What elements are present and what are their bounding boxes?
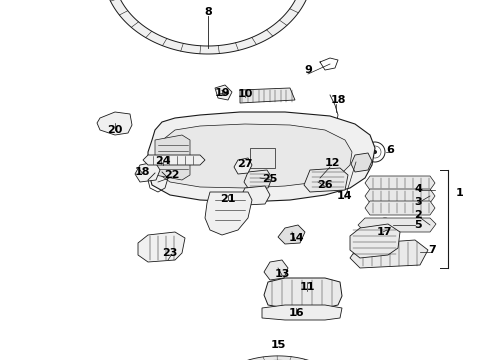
Text: 15: 15 — [270, 340, 286, 350]
Polygon shape — [97, 112, 132, 135]
Text: 1: 1 — [456, 188, 464, 198]
Polygon shape — [135, 162, 160, 182]
Text: 18: 18 — [330, 95, 346, 105]
Text: 14: 14 — [336, 191, 352, 201]
Polygon shape — [205, 192, 252, 235]
Circle shape — [373, 150, 377, 154]
Text: 27: 27 — [237, 159, 253, 169]
Text: 7: 7 — [428, 245, 436, 255]
Text: 23: 23 — [162, 248, 178, 258]
Polygon shape — [109, 0, 307, 54]
Polygon shape — [148, 112, 375, 202]
Text: 10: 10 — [237, 89, 253, 99]
Polygon shape — [278, 225, 305, 244]
Text: 17: 17 — [376, 227, 392, 237]
Text: 5: 5 — [414, 220, 422, 230]
Polygon shape — [351, 153, 372, 172]
Polygon shape — [264, 278, 342, 308]
Text: 6: 6 — [386, 145, 394, 155]
Text: 12: 12 — [324, 158, 340, 168]
Text: 3: 3 — [414, 197, 422, 207]
Text: 19: 19 — [214, 88, 230, 98]
Polygon shape — [155, 124, 352, 188]
Polygon shape — [215, 85, 232, 100]
Polygon shape — [304, 168, 348, 192]
Polygon shape — [365, 189, 435, 203]
Text: 11: 11 — [299, 282, 315, 292]
Polygon shape — [138, 232, 185, 262]
Text: 4: 4 — [414, 184, 422, 194]
Text: 18: 18 — [134, 167, 150, 177]
Text: 21: 21 — [220, 194, 236, 204]
Text: 8: 8 — [204, 7, 212, 17]
Polygon shape — [350, 240, 428, 268]
Polygon shape — [262, 305, 342, 320]
Polygon shape — [143, 155, 205, 165]
Polygon shape — [240, 88, 295, 103]
Text: 9: 9 — [304, 65, 312, 75]
Polygon shape — [234, 158, 252, 174]
Text: 26: 26 — [317, 180, 333, 190]
Text: 24: 24 — [155, 156, 171, 166]
Polygon shape — [222, 356, 334, 360]
Text: 16: 16 — [288, 308, 304, 318]
Text: 25: 25 — [262, 174, 278, 184]
Polygon shape — [365, 201, 435, 215]
Polygon shape — [365, 176, 435, 190]
Polygon shape — [358, 218, 436, 232]
Polygon shape — [244, 170, 272, 188]
Polygon shape — [350, 224, 400, 258]
Text: 13: 13 — [274, 269, 290, 279]
Text: 14: 14 — [289, 233, 305, 243]
Polygon shape — [155, 135, 190, 180]
Polygon shape — [240, 186, 270, 205]
Polygon shape — [264, 260, 288, 280]
Text: 20: 20 — [107, 125, 122, 135]
Text: 2: 2 — [414, 210, 422, 220]
Text: 22: 22 — [164, 170, 180, 180]
Polygon shape — [250, 148, 275, 168]
